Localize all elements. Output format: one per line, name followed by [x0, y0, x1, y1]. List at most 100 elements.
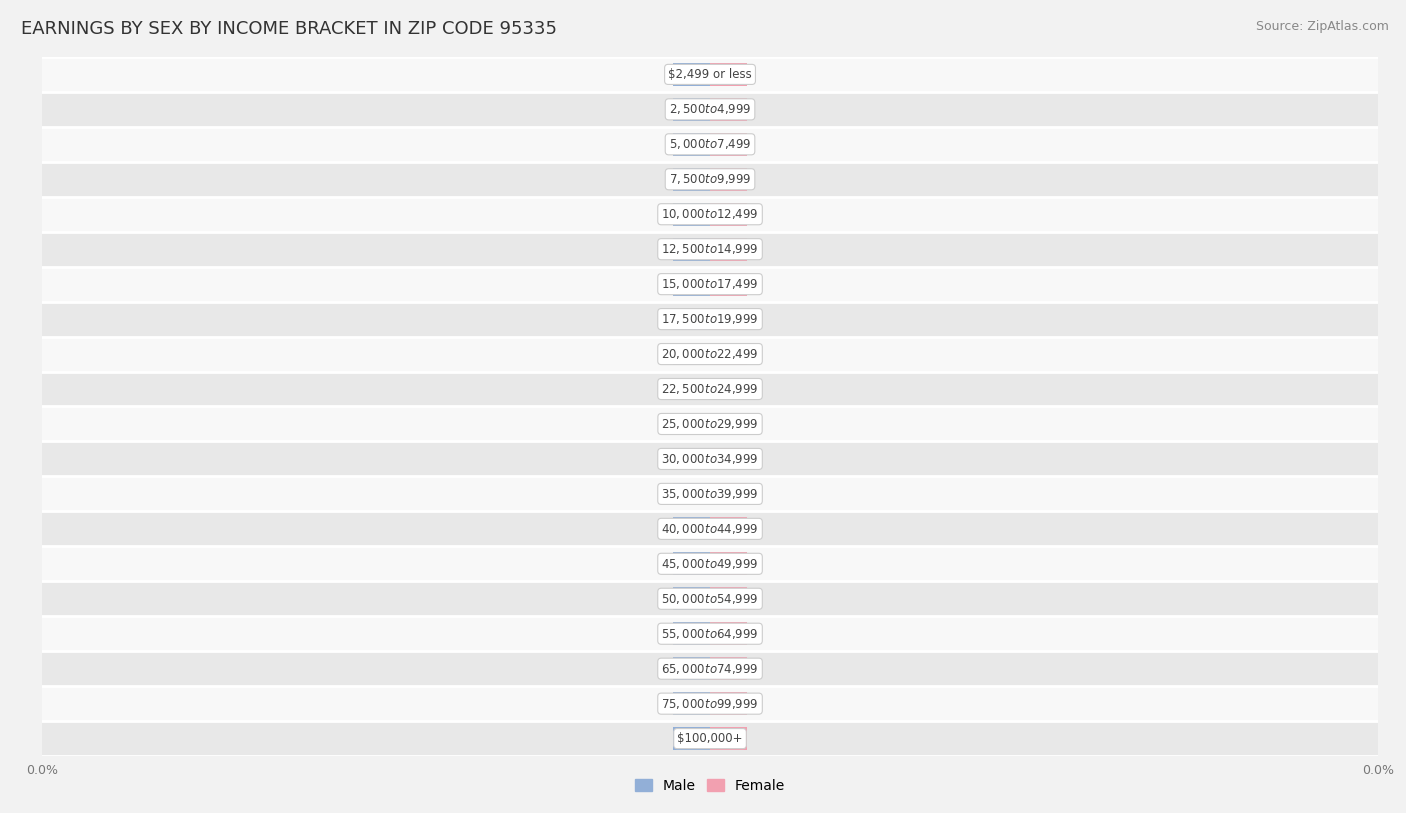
Text: $20,000 to $22,499: $20,000 to $22,499: [661, 347, 759, 361]
Text: 0.0%: 0.0%: [678, 419, 706, 429]
Text: $22,500 to $24,999: $22,500 to $24,999: [661, 382, 759, 396]
Bar: [710, 378, 747, 400]
Text: 0.0%: 0.0%: [714, 593, 742, 604]
Text: EARNINGS BY SEX BY INCOME BRACKET IN ZIP CODE 95335: EARNINGS BY SEX BY INCOME BRACKET IN ZIP…: [21, 20, 557, 38]
Text: 0.0%: 0.0%: [714, 454, 742, 464]
Bar: [42, 616, 1378, 651]
Text: 0.0%: 0.0%: [714, 104, 742, 115]
Bar: [42, 546, 1378, 581]
Bar: [42, 581, 1378, 616]
Bar: [42, 232, 1378, 267]
Bar: [710, 518, 747, 540]
Bar: [673, 98, 710, 120]
Text: 0.0%: 0.0%: [714, 244, 742, 254]
Text: 0.0%: 0.0%: [714, 349, 742, 359]
Bar: [673, 133, 710, 155]
Text: 0.0%: 0.0%: [714, 384, 742, 394]
Text: 0.0%: 0.0%: [714, 698, 742, 709]
Text: 0.0%: 0.0%: [678, 698, 706, 709]
Text: $35,000 to $39,999: $35,000 to $39,999: [661, 487, 759, 501]
Bar: [710, 168, 747, 190]
Bar: [710, 203, 747, 225]
Bar: [673, 658, 710, 680]
Text: 0.0%: 0.0%: [714, 174, 742, 185]
Bar: [710, 273, 747, 295]
Text: 0.0%: 0.0%: [678, 628, 706, 639]
Bar: [42, 476, 1378, 511]
Text: $75,000 to $99,999: $75,000 to $99,999: [661, 697, 759, 711]
Bar: [673, 553, 710, 575]
Bar: [42, 92, 1378, 127]
Text: 0.0%: 0.0%: [714, 524, 742, 534]
Bar: [42, 651, 1378, 686]
Bar: [42, 721, 1378, 756]
Bar: [673, 378, 710, 400]
Text: $2,500 to $4,999: $2,500 to $4,999: [669, 102, 751, 116]
Text: $12,500 to $14,999: $12,500 to $14,999: [661, 242, 759, 256]
Bar: [673, 343, 710, 365]
Text: 0.0%: 0.0%: [678, 209, 706, 220]
Bar: [710, 658, 747, 680]
Bar: [710, 483, 747, 505]
Text: 0.0%: 0.0%: [678, 104, 706, 115]
Text: 0.0%: 0.0%: [714, 209, 742, 220]
Text: $25,000 to $29,999: $25,000 to $29,999: [661, 417, 759, 431]
Bar: [42, 302, 1378, 337]
Text: 0.0%: 0.0%: [678, 559, 706, 569]
Text: 0.0%: 0.0%: [714, 69, 742, 80]
Bar: [710, 343, 747, 365]
Bar: [710, 133, 747, 155]
Text: 0.0%: 0.0%: [678, 349, 706, 359]
Bar: [673, 413, 710, 435]
Bar: [710, 448, 747, 470]
Bar: [673, 273, 710, 295]
Text: 0.0%: 0.0%: [678, 454, 706, 464]
Text: 0.0%: 0.0%: [678, 314, 706, 324]
Bar: [42, 686, 1378, 721]
Bar: [673, 518, 710, 540]
Text: 0.0%: 0.0%: [678, 733, 706, 744]
Bar: [673, 588, 710, 610]
Bar: [673, 693, 710, 715]
Text: 0.0%: 0.0%: [714, 628, 742, 639]
Bar: [42, 337, 1378, 372]
Bar: [673, 63, 710, 85]
Bar: [673, 168, 710, 190]
Bar: [42, 197, 1378, 232]
Bar: [710, 693, 747, 715]
Text: 0.0%: 0.0%: [678, 524, 706, 534]
Text: 0.0%: 0.0%: [714, 663, 742, 674]
Text: Source: ZipAtlas.com: Source: ZipAtlas.com: [1256, 20, 1389, 33]
Bar: [673, 728, 710, 750]
Text: $15,000 to $17,499: $15,000 to $17,499: [661, 277, 759, 291]
Legend: Male, Female: Male, Female: [630, 773, 790, 798]
Text: $40,000 to $44,999: $40,000 to $44,999: [661, 522, 759, 536]
Text: 0.0%: 0.0%: [714, 559, 742, 569]
Bar: [42, 267, 1378, 302]
Bar: [673, 623, 710, 645]
Text: $45,000 to $49,999: $45,000 to $49,999: [661, 557, 759, 571]
Text: 0.0%: 0.0%: [678, 489, 706, 499]
Bar: [673, 448, 710, 470]
Bar: [710, 728, 747, 750]
Text: 0.0%: 0.0%: [678, 174, 706, 185]
Bar: [42, 57, 1378, 92]
Bar: [673, 483, 710, 505]
Bar: [710, 553, 747, 575]
Text: $10,000 to $12,499: $10,000 to $12,499: [661, 207, 759, 221]
Text: $30,000 to $34,999: $30,000 to $34,999: [661, 452, 759, 466]
Bar: [42, 372, 1378, 406]
Bar: [42, 162, 1378, 197]
Bar: [673, 308, 710, 330]
Text: $100,000+: $100,000+: [678, 733, 742, 745]
Text: $50,000 to $54,999: $50,000 to $54,999: [661, 592, 759, 606]
Bar: [673, 238, 710, 260]
Text: 0.0%: 0.0%: [678, 663, 706, 674]
Bar: [42, 406, 1378, 441]
Bar: [710, 623, 747, 645]
Text: $55,000 to $64,999: $55,000 to $64,999: [661, 627, 759, 641]
Bar: [710, 588, 747, 610]
Text: 0.0%: 0.0%: [714, 139, 742, 150]
Text: $17,500 to $19,999: $17,500 to $19,999: [661, 312, 759, 326]
Text: 0.0%: 0.0%: [678, 279, 706, 289]
